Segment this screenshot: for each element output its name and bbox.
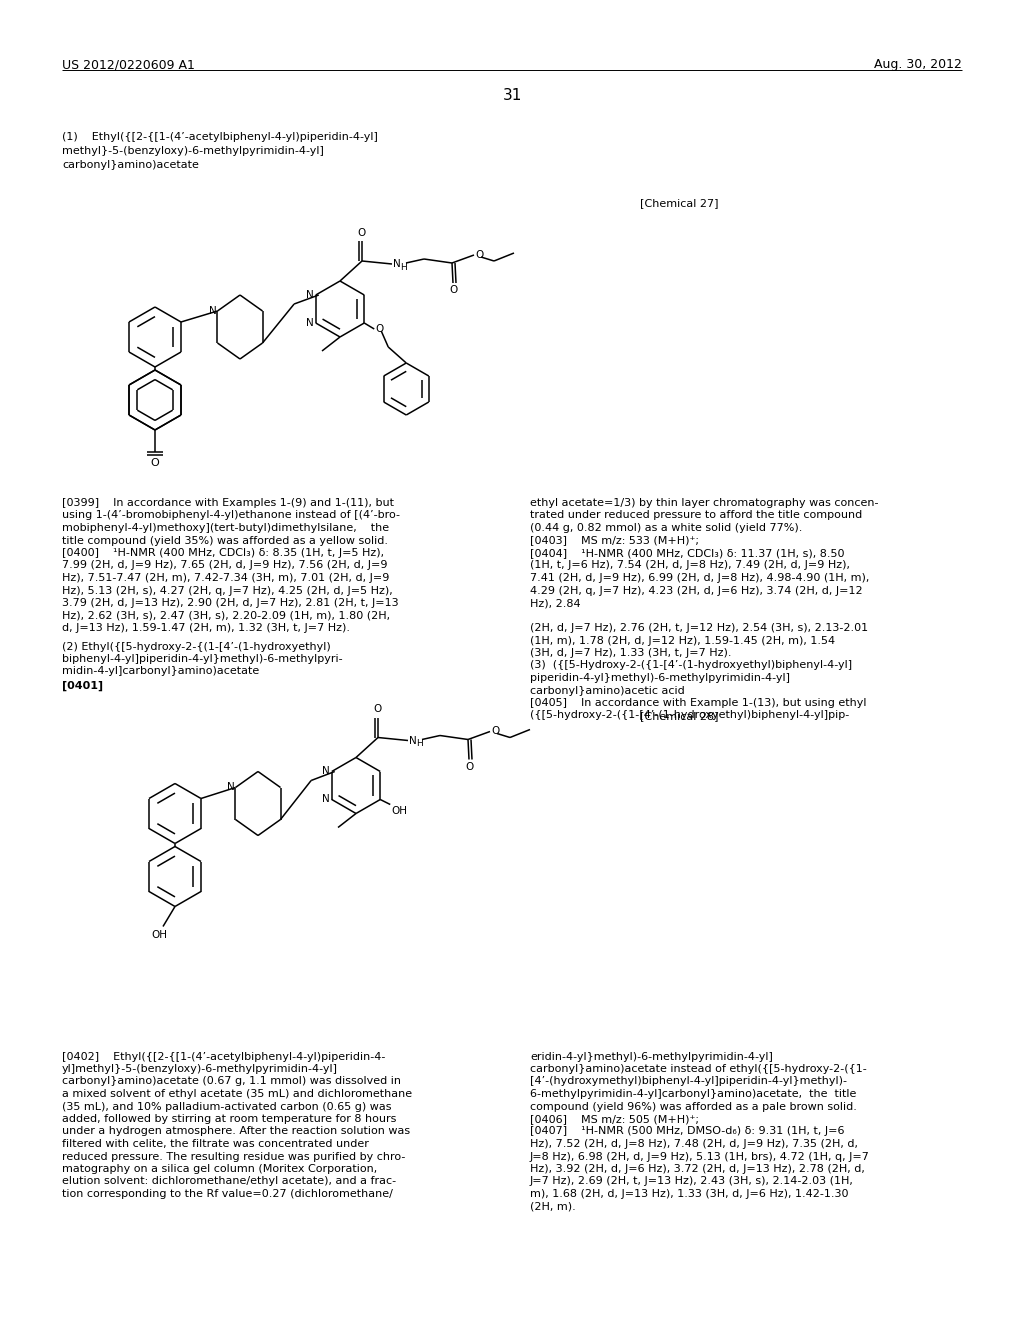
Text: Hz), 7.51-7.47 (2H, m), 7.42-7.34 (3H, m), 7.01 (2H, d, J=9: Hz), 7.51-7.47 (2H, m), 7.42-7.34 (3H, m… <box>62 573 389 583</box>
Text: reduced pressure. The resulting residue was purified by chro-: reduced pressure. The resulting residue … <box>62 1151 406 1162</box>
Text: trated under reduced pressure to afford the title compound: trated under reduced pressure to afford … <box>530 511 862 520</box>
Text: 3.79 (2H, d, J=13 Hz), 2.90 (2H, d, J=7 Hz), 2.81 (2H, t, J=13: 3.79 (2H, d, J=13 Hz), 2.90 (2H, d, J=7 … <box>62 598 398 609</box>
Text: [0400]    ¹H-NMR (400 MHz, CDCl₃) δ: 8.35 (1H, t, J=5 Hz),: [0400] ¹H-NMR (400 MHz, CDCl₃) δ: 8.35 (… <box>62 548 384 558</box>
Text: (0.44 g, 0.82 mmol) as a white solid (yield 77%).: (0.44 g, 0.82 mmol) as a white solid (yi… <box>530 523 803 533</box>
Text: Hz), 7.52 (2H, d, J=8 Hz), 7.48 (2H, d, J=9 Hz), 7.35 (2H, d,: Hz), 7.52 (2H, d, J=8 Hz), 7.48 (2H, d, … <box>530 1139 858 1148</box>
Text: tion corresponding to the Rf value=0.27 (dichloromethane/: tion corresponding to the Rf value=0.27 … <box>62 1189 393 1199</box>
Text: (2H, d, J=7 Hz), 2.76 (2H, t, J=12 Hz), 2.54 (3H, s), 2.13-2.01: (2H, d, J=7 Hz), 2.76 (2H, t, J=12 Hz), … <box>530 623 868 634</box>
Text: methyl}-5-(benzyloxy)-6-methylpyrimidin-4-yl]: methyl}-5-(benzyloxy)-6-methylpyrimidin-… <box>62 147 324 156</box>
Text: eridin-4-yl}methyl)-6-methylpyrimidin-4-yl]: eridin-4-yl}methyl)-6-methylpyrimidin-4-… <box>530 1052 773 1061</box>
Text: Aug. 30, 2012: Aug. 30, 2012 <box>874 58 962 71</box>
Text: title compound (yield 35%) was afforded as a yellow solid.: title compound (yield 35%) was afforded … <box>62 536 388 545</box>
Text: [Chemical 28]: [Chemical 28] <box>640 711 719 722</box>
Text: 7.41 (2H, d, J=9 Hz), 6.99 (2H, d, J=8 Hz), 4.98-4.90 (1H, m),: 7.41 (2H, d, J=9 Hz), 6.99 (2H, d, J=8 H… <box>530 573 869 583</box>
Text: [0402]    Ethyl({[2-{[1-(4’-acetylbiphenyl-4-yl)piperidin-4-: [0402] Ethyl({[2-{[1-(4’-acetylbiphenyl-… <box>62 1052 385 1061</box>
Text: N: N <box>306 318 313 327</box>
Text: 6-methylpyrimidin-4-yl]carbonyl}amino)acetate,  the  title: 6-methylpyrimidin-4-yl]carbonyl}amino)ac… <box>530 1089 856 1100</box>
Text: Hz), 2.62 (3H, s), 2.47 (3H, s), 2.20-2.09 (1H, m), 1.80 (2H,: Hz), 2.62 (3H, s), 2.47 (3H, s), 2.20-2.… <box>62 610 390 620</box>
Text: (35 mL), and 10% palladium-activated carbon (0.65 g) was: (35 mL), and 10% palladium-activated car… <box>62 1101 391 1111</box>
Text: ethyl acetate=1/3) by thin layer chromatography was concen-: ethyl acetate=1/3) by thin layer chromat… <box>530 498 879 508</box>
Text: filtered with celite, the filtrate was concentrated under: filtered with celite, the filtrate was c… <box>62 1139 369 1148</box>
Text: (3)  ({[5-Hydroxy-2-({1-[4’-(1-hydroxyethyl)biphenyl-4-yl]: (3) ({[5-Hydroxy-2-({1-[4’-(1-hydroxyeth… <box>530 660 852 671</box>
Text: (3H, d, J=7 Hz), 1.33 (3H, t, J=7 Hz).: (3H, d, J=7 Hz), 1.33 (3H, t, J=7 Hz). <box>530 648 731 657</box>
Text: Hz), 2.84: Hz), 2.84 <box>530 598 581 609</box>
Text: O: O <box>475 249 483 260</box>
Text: US 2012/0220609 A1: US 2012/0220609 A1 <box>62 58 195 71</box>
Text: OH: OH <box>391 805 408 816</box>
Text: 4.29 (2H, q, J=7 Hz), 4.23 (2H, d, J=6 Hz), 3.74 (2H, d, J=12: 4.29 (2H, q, J=7 Hz), 4.23 (2H, d, J=6 H… <box>530 586 862 595</box>
Text: added, followed by stirring at room temperature for 8 hours: added, followed by stirring at room temp… <box>62 1114 396 1125</box>
Text: compound (yield 96%) was afforded as a pale brown solid.: compound (yield 96%) was afforded as a p… <box>530 1101 857 1111</box>
Text: carbonyl}amino)acetate (0.67 g, 1.1 mmol) was dissolved in: carbonyl}amino)acetate (0.67 g, 1.1 mmol… <box>62 1077 401 1086</box>
Text: N: N <box>322 767 330 776</box>
Text: O: O <box>466 762 474 771</box>
Text: yl]methyl}-5-(benzyloxy)-6-methylpyrimidin-4-yl]: yl]methyl}-5-(benzyloxy)-6-methylpyrimid… <box>62 1064 338 1074</box>
Text: (2) Ethyl({[5-hydroxy-2-{(1-[4’-(1-hydroxyethyl): (2) Ethyl({[5-hydroxy-2-{(1-[4’-(1-hydro… <box>62 642 331 652</box>
Text: (1)    Ethyl({[2-{[1-(4’-acetylbiphenyl-4-yl)piperidin-4-yl]: (1) Ethyl({[2-{[1-(4’-acetylbiphenyl-4-y… <box>62 132 378 143</box>
Text: [0407]    ¹H-NMR (500 MHz, DMSO-d₆) δ: 9.31 (1H, t, J=6: [0407] ¹H-NMR (500 MHz, DMSO-d₆) δ: 9.31… <box>530 1126 845 1137</box>
Text: (1H, t, J=6 Hz), 7.54 (2H, d, J=8 Hz), 7.49 (2H, d, J=9 Hz),: (1H, t, J=6 Hz), 7.54 (2H, d, J=8 Hz), 7… <box>530 561 850 570</box>
Text: J=7 Hz), 2.69 (2H, t, J=13 Hz), 2.43 (3H, s), 2.14-2.03 (1H,: J=7 Hz), 2.69 (2H, t, J=13 Hz), 2.43 (3H… <box>530 1176 854 1187</box>
Text: [0399]    In accordance with Examples 1-(9) and 1-(11), but: [0399] In accordance with Examples 1-(9)… <box>62 498 394 508</box>
Text: [Chemical 27]: [Chemical 27] <box>640 198 719 209</box>
Text: [0405]    In accordance with Example 1-(13), but using ethyl: [0405] In accordance with Example 1-(13)… <box>530 698 866 708</box>
Text: N: N <box>322 795 330 804</box>
Text: [0406]    MS m/z: 505 (M+H)⁺;: [0406] MS m/z: 505 (M+H)⁺; <box>530 1114 699 1125</box>
Text: piperidin-4-yl}methyl)-6-methylpyrimidin-4-yl]: piperidin-4-yl}methyl)-6-methylpyrimidin… <box>530 673 790 682</box>
Text: midin-4-yl]carbonyl}amino)acetate: midin-4-yl]carbonyl}amino)acetate <box>62 667 259 676</box>
Text: under a hydrogen atmosphere. After the reaction solution was: under a hydrogen atmosphere. After the r… <box>62 1126 411 1137</box>
Text: N: N <box>409 735 417 746</box>
Text: using 1-(4’-bromobiphenyl-4-yl)ethanone instead of [(4’-bro-: using 1-(4’-bromobiphenyl-4-yl)ethanone … <box>62 511 400 520</box>
Text: (2H, m).: (2H, m). <box>530 1201 575 1212</box>
Text: Hz), 5.13 (2H, s), 4.27 (2H, q, J=7 Hz), 4.25 (2H, d, J=5 Hz),: Hz), 5.13 (2H, s), 4.27 (2H, q, J=7 Hz),… <box>62 586 393 595</box>
Text: matography on a silica gel column (Moritex Corporation,: matography on a silica gel column (Morit… <box>62 1164 377 1173</box>
Text: carbonyl}amino)acetate instead of ethyl({[5-hydroxy-2-({1-: carbonyl}amino)acetate instead of ethyl(… <box>530 1064 866 1074</box>
Text: N: N <box>393 259 400 269</box>
Text: [0403]    MS m/z: 533 (M+H)⁺;: [0403] MS m/z: 533 (M+H)⁺; <box>530 536 699 545</box>
Text: carbonyl}amino)acetate: carbonyl}amino)acetate <box>62 160 199 170</box>
Text: (1H, m), 1.78 (2H, d, J=12 Hz), 1.59-1.45 (2H, m), 1.54: (1H, m), 1.78 (2H, d, J=12 Hz), 1.59-1.4… <box>530 635 836 645</box>
Text: O: O <box>450 285 458 294</box>
Text: OH: OH <box>151 931 167 940</box>
Text: O: O <box>357 228 367 238</box>
Text: O: O <box>374 705 382 714</box>
Text: 7.99 (2H, d, J=9 Hz), 7.65 (2H, d, J=9 Hz), 7.56 (2H, d, J=9: 7.99 (2H, d, J=9 Hz), 7.65 (2H, d, J=9 H… <box>62 561 387 570</box>
Text: N: N <box>209 306 216 315</box>
Text: O: O <box>151 458 160 469</box>
Text: H: H <box>416 739 423 748</box>
Text: [0404]    ¹H-NMR (400 MHz, CDCl₃) δ: 11.37 (1H, s), 8.50: [0404] ¹H-NMR (400 MHz, CDCl₃) δ: 11.37 … <box>530 548 845 558</box>
Text: O: O <box>375 323 384 334</box>
Text: [0401]: [0401] <box>62 681 103 692</box>
Text: d, J=13 Hz), 1.59-1.47 (2H, m), 1.32 (3H, t, J=7 Hz).: d, J=13 Hz), 1.59-1.47 (2H, m), 1.32 (3H… <box>62 623 350 634</box>
Text: elution solvent: dichloromethane/ethyl acetate), and a frac-: elution solvent: dichloromethane/ethyl a… <box>62 1176 396 1187</box>
Text: biphenyl-4-yl]piperidin-4-yl}methyl)-6-methylpyri-: biphenyl-4-yl]piperidin-4-yl}methyl)-6-m… <box>62 653 343 664</box>
Text: O: O <box>490 726 500 737</box>
Text: mobiphenyl-4-yl)methoxy](tert-butyl)dimethylsilane,    the: mobiphenyl-4-yl)methoxy](tert-butyl)dime… <box>62 523 389 533</box>
Text: N: N <box>306 290 313 300</box>
Text: J=8 Hz), 6.98 (2H, d, J=9 Hz), 5.13 (1H, brs), 4.72 (1H, q, J=7: J=8 Hz), 6.98 (2H, d, J=9 Hz), 5.13 (1H,… <box>530 1151 869 1162</box>
Text: N: N <box>226 783 234 792</box>
Text: 31: 31 <box>503 88 521 103</box>
Text: carbonyl}amino)acetic acid: carbonyl}amino)acetic acid <box>530 685 685 696</box>
Text: H: H <box>400 263 407 272</box>
Text: [4’-(hydroxymethyl)biphenyl-4-yl]piperidin-4-yl}methyl)-: [4’-(hydroxymethyl)biphenyl-4-yl]piperid… <box>530 1077 847 1086</box>
Text: m), 1.68 (2H, d, J=13 Hz), 1.33 (3H, d, J=6 Hz), 1.42-1.30: m), 1.68 (2H, d, J=13 Hz), 1.33 (3H, d, … <box>530 1189 849 1199</box>
Text: Hz), 3.92 (2H, d, J=6 Hz), 3.72 (2H, d, J=13 Hz), 2.78 (2H, d,: Hz), 3.92 (2H, d, J=6 Hz), 3.72 (2H, d, … <box>530 1164 865 1173</box>
Text: ({[5-hydroxy-2-({1-[4’-(1-hydroxyethyl)biphenyl-4-yl]pip-: ({[5-hydroxy-2-({1-[4’-(1-hydroxyethyl)b… <box>530 710 849 721</box>
Text: a mixed solvent of ethyl acetate (35 mL) and dichloromethane: a mixed solvent of ethyl acetate (35 mL)… <box>62 1089 412 1100</box>
